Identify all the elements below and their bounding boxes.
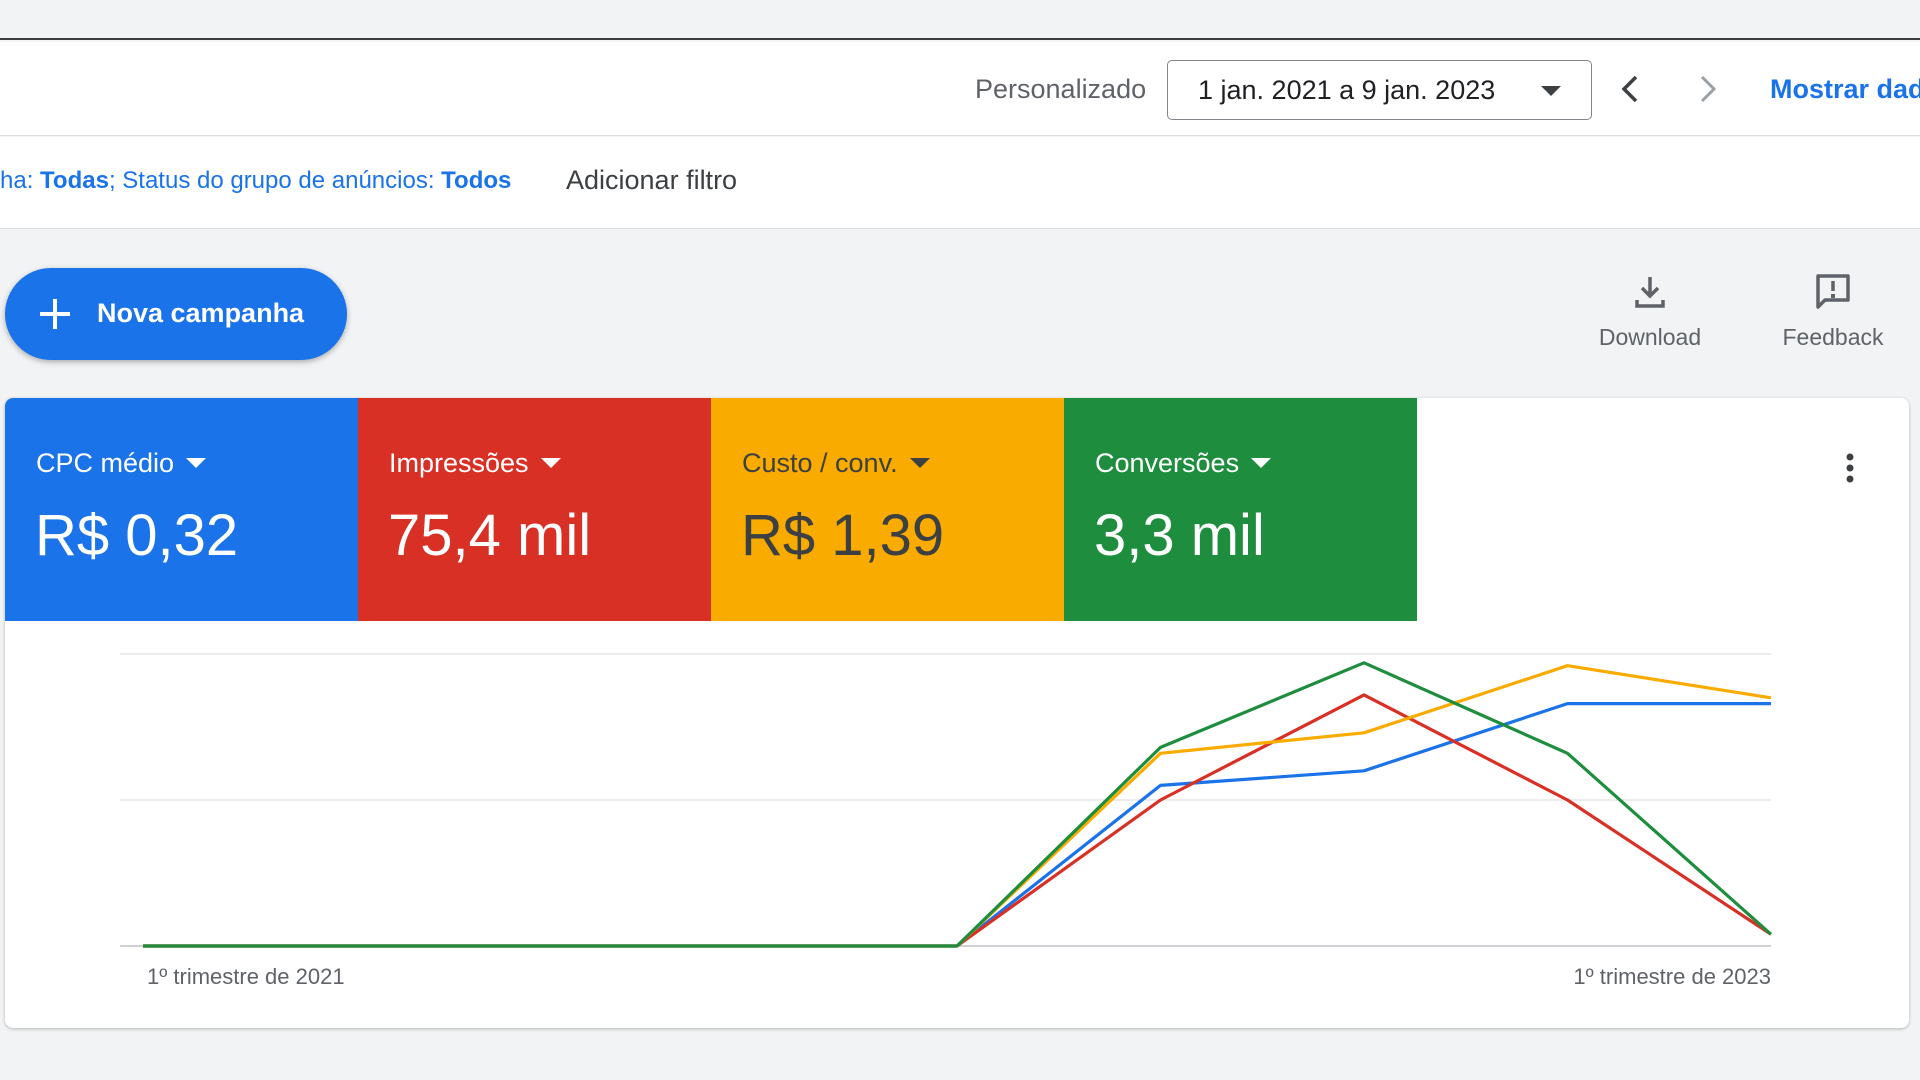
series-line [143, 701, 1771, 948]
date-preset-label: Personalizado [975, 74, 1147, 104]
metric-value: R$ 1,39 [741, 503, 945, 568]
next-period-button[interactable] [1682, 64, 1732, 114]
campaign-status-value: Todas [40, 167, 109, 194]
feedback-icon [1816, 274, 1850, 309]
series-line [143, 693, 1772, 948]
adgroup-status-value: Todos [441, 167, 512, 194]
metric-label: Impressões [389, 448, 561, 479]
more-vert-icon[interactable] [1830, 448, 1870, 488]
feedback-button[interactable]: Feedback [1758, 272, 1908, 362]
dropdown-caret-icon [909, 457, 930, 468]
show-data-link[interactable]: Mostrar dad [1770, 74, 1920, 104]
previous-period-button[interactable] [1606, 64, 1656, 114]
metric-tile-impressions[interactable]: Impressões 75,4 mil [358, 398, 711, 621]
x-tick-label: 1º trimestre de 2021 [147, 964, 345, 989]
date-range-selector[interactable]: 1 jan. 2021 a 9 jan. 2023 [1167, 60, 1592, 120]
filter-separator: ; Status do grupo de anúncios: [108, 167, 442, 194]
filter-bar: ha: Todas; Status do grupo de anúncios: … [0, 137, 1920, 229]
metric-tile-conversions[interactable]: Conversões 3,3 mil [1064, 398, 1417, 621]
chevron-left-icon [1621, 75, 1638, 103]
dropdown-caret-icon [540, 457, 561, 468]
dropdown-caret-icon [1541, 86, 1561, 96]
chevron-right-icon [1700, 75, 1717, 103]
metric-value: 3,3 mil [1094, 503, 1265, 568]
performance-chart-card: CPC médio R$ 0,32 Impressões 75,4 mil Cu… [5, 398, 1909, 1028]
new-campaign-label: Nova campanha [97, 298, 305, 328]
metric-label: Custo / conv. [742, 448, 930, 479]
plus-icon [40, 299, 70, 329]
metric-value: 75,4 mil [388, 503, 592, 568]
download-button[interactable]: Download [1575, 272, 1725, 362]
x-tick-label: 1º trimestre de 2023 [1573, 964, 1771, 989]
top-strip [0, 0, 1920, 40]
metric-tile-avg-cpc[interactable]: CPC médio R$ 0,32 [5, 398, 358, 621]
download-label: Download [1598, 324, 1702, 350]
series-line [143, 664, 1772, 948]
feedback-label: Feedback [1782, 324, 1884, 350]
series-line [143, 661, 1773, 948]
line-chart: 1º trimestre de 2021 1º trimestre de 2023 [120, 653, 1773, 989]
metric-label: Conversões [1095, 448, 1272, 479]
filter-prefix: ha: [0, 167, 41, 194]
dropdown-caret-icon [186, 457, 207, 468]
add-filter-button[interactable]: Adicionar filtro [566, 165, 738, 195]
dropdown-caret-icon [1251, 457, 1272, 468]
metric-label: CPC médio [36, 448, 207, 479]
new-campaign-button[interactable]: Nova campanha [5, 268, 347, 360]
active-filters[interactable]: ha: Todas; Status do grupo de anúncios: … [0, 167, 511, 195]
metric-value: R$ 0,32 [35, 503, 239, 568]
date-range-bar: Personalizado 1 jan. 2021 a 9 jan. 2023 … [0, 42, 1920, 136]
metric-tile-cost-per-conversion[interactable]: Custo / conv. R$ 1,39 [711, 398, 1064, 621]
date-range-value: 1 jan. 2021 a 9 jan. 2023 [1198, 75, 1496, 105]
download-icon [1635, 277, 1665, 308]
